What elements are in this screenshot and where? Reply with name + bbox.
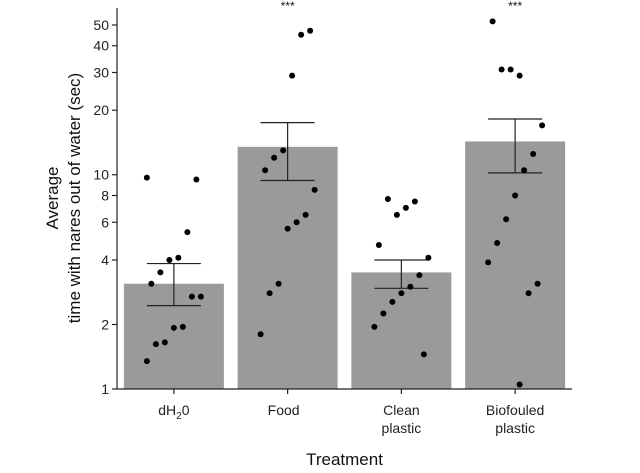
y-tick-label: 10	[93, 167, 109, 183]
data-point	[407, 283, 414, 290]
data-point	[498, 66, 505, 73]
data-point	[197, 293, 204, 300]
y-tick-label: 1	[101, 381, 109, 397]
data-point	[516, 72, 523, 79]
data-point	[157, 269, 164, 276]
data-point	[148, 280, 155, 287]
x-tick-label: Biofouled plastic	[486, 402, 544, 436]
data-point	[262, 167, 269, 174]
data-point	[393, 211, 400, 218]
data-point	[485, 259, 492, 266]
data-point	[521, 167, 528, 174]
data-point	[271, 154, 278, 161]
data-point	[425, 254, 432, 261]
data-point	[494, 240, 501, 247]
data-point	[411, 198, 418, 205]
data-point	[525, 290, 532, 297]
data-point	[166, 256, 173, 263]
data-point	[266, 290, 273, 297]
data-point	[503, 216, 510, 223]
data-point	[143, 358, 150, 365]
data-point	[184, 229, 191, 236]
bar	[465, 141, 566, 389]
data-point	[170, 324, 177, 331]
data-point	[307, 27, 314, 34]
data-point	[193, 176, 200, 183]
data-point	[161, 339, 168, 346]
y-tick-label: 8	[101, 187, 109, 203]
data-point	[380, 310, 387, 317]
bar	[237, 146, 338, 389]
data-point	[289, 72, 296, 79]
data-point	[489, 18, 496, 25]
y-tick-label: 20	[93, 102, 109, 118]
significance-label: ***	[281, 0, 295, 13]
data-point	[302, 211, 309, 218]
data-point	[420, 351, 427, 358]
data-point	[152, 341, 159, 348]
y-tick-label: 50	[93, 17, 109, 33]
y-tick-label: 6	[101, 214, 109, 230]
significance-label: ***	[508, 0, 522, 13]
data-point	[416, 272, 423, 279]
data-point	[293, 219, 300, 226]
data-point	[298, 31, 305, 38]
y-tick-label: 4	[101, 252, 109, 268]
data-point	[516, 381, 523, 388]
data-point	[389, 298, 396, 305]
data-point	[534, 280, 541, 287]
bar	[351, 272, 452, 389]
data-point	[530, 150, 537, 157]
y-axis-title: Average time with nares out of water (sec…	[43, 73, 84, 323]
data-point	[179, 323, 186, 330]
data-point	[143, 174, 150, 181]
data-point	[188, 293, 195, 300]
x-tick-label: dH20	[158, 402, 189, 422]
data-point	[280, 147, 287, 154]
data-point	[284, 225, 291, 232]
data-point	[311, 186, 318, 193]
data-point	[257, 331, 264, 338]
data-point	[175, 254, 182, 261]
data-point	[512, 192, 519, 199]
data-point	[398, 290, 405, 297]
x-tick-label: Clean plastic	[382, 402, 422, 436]
y-tick-label: 30	[93, 65, 109, 81]
y-tick-label: 2	[101, 316, 109, 332]
data-point	[375, 241, 382, 248]
data-point	[507, 66, 514, 73]
data-point	[371, 323, 378, 330]
y-tick-label: 40	[93, 38, 109, 54]
data-point	[275, 280, 282, 287]
data-point	[402, 204, 409, 211]
x-axis-title: Treatment	[306, 450, 383, 469]
data-point	[539, 122, 546, 129]
data-point	[384, 196, 391, 203]
x-tick-label: Food	[268, 402, 300, 418]
